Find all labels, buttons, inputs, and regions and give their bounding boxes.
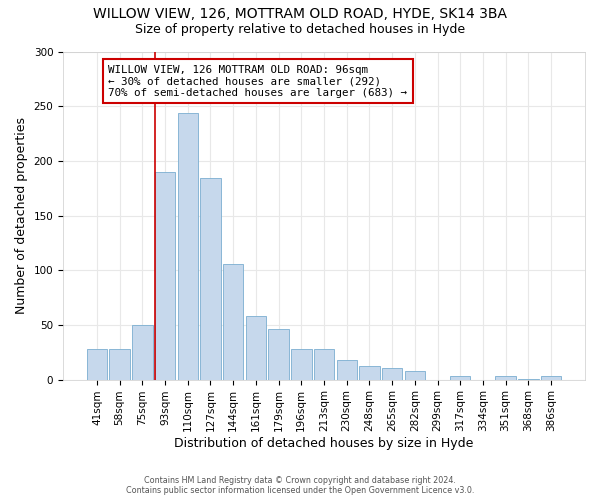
Bar xyxy=(541,376,561,380)
Bar xyxy=(291,349,311,380)
Bar xyxy=(404,371,425,380)
Text: Contains HM Land Registry data © Crown copyright and database right 2024.
Contai: Contains HM Land Registry data © Crown c… xyxy=(126,476,474,495)
Bar xyxy=(200,178,221,380)
Bar xyxy=(155,172,175,380)
Text: Size of property relative to detached houses in Hyde: Size of property relative to detached ho… xyxy=(135,22,465,36)
Bar xyxy=(87,349,107,380)
Bar xyxy=(178,112,198,380)
Bar xyxy=(245,316,266,380)
Bar xyxy=(450,376,470,380)
Bar xyxy=(314,349,334,380)
Bar xyxy=(132,325,152,380)
Text: WILLOW VIEW, 126 MOTTRAM OLD ROAD: 96sqm
← 30% of detached houses are smaller (2: WILLOW VIEW, 126 MOTTRAM OLD ROAD: 96sqm… xyxy=(109,64,407,98)
Text: WILLOW VIEW, 126, MOTTRAM OLD ROAD, HYDE, SK14 3BA: WILLOW VIEW, 126, MOTTRAM OLD ROAD, HYDE… xyxy=(93,8,507,22)
Bar xyxy=(518,378,539,380)
Bar xyxy=(496,376,516,380)
Y-axis label: Number of detached properties: Number of detached properties xyxy=(15,117,28,314)
Bar xyxy=(382,368,403,380)
Bar xyxy=(268,330,289,380)
Bar xyxy=(223,264,244,380)
Bar xyxy=(337,360,357,380)
Bar xyxy=(359,366,380,380)
X-axis label: Distribution of detached houses by size in Hyde: Distribution of detached houses by size … xyxy=(175,437,474,450)
Bar xyxy=(109,349,130,380)
